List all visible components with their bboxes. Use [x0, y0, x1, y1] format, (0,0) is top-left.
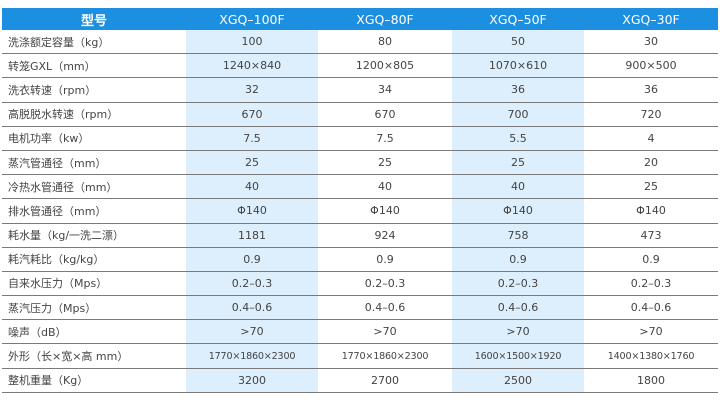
cell-value: 40	[186, 174, 318, 200]
row-label: 高脱脱水转速（rpm）	[2, 102, 186, 127]
cell-value: 0.9	[186, 247, 318, 272]
cell-value: 2500	[452, 368, 584, 393]
row-label: 蒸汽压力（Mps）	[2, 295, 186, 321]
cell-value: 0.2–0.3	[452, 271, 584, 297]
table-row: 外形（长×宽×高 mm） 1770×1860×2300 1770×1860×23…	[2, 343, 718, 369]
cell-value: 2700	[318, 368, 452, 393]
cell-value: 100	[186, 30, 318, 55]
cell-value: Φ140	[452, 198, 584, 224]
cell-value: 1770×1860×2300	[186, 343, 318, 369]
cell-value: 0.2–0.3	[584, 271, 718, 297]
cell-value: 25	[186, 150, 318, 176]
spec-table: 型号 XGQ–100F XGQ–80F XGQ–50F XGQ–30F 洗涤额定…	[2, 8, 718, 393]
cell-value: 720	[584, 102, 718, 127]
cell-value: 80	[318, 30, 452, 55]
cell-value: Φ140	[186, 198, 318, 224]
cell-value: 0.9	[452, 247, 584, 272]
cell-value: 7.5	[318, 126, 452, 151]
row-label: 冷热水管通径（mm）	[2, 174, 186, 200]
cell-value: 32	[186, 77, 318, 103]
cell-value: 1070×610	[452, 53, 584, 79]
cell-value: 40	[452, 174, 584, 200]
table-row: 排水管通径（mm） Φ140 Φ140 Φ140 Φ140	[2, 198, 718, 224]
row-label: 洗衣转速（rpm）	[2, 77, 186, 103]
header-row: 型号 XGQ–100F XGQ–80F XGQ–50F XGQ–30F	[2, 8, 718, 30]
cell-value: 20	[584, 150, 718, 176]
header-model-xgq-80f: XGQ–80F	[318, 8, 452, 30]
cell-value: 40	[318, 174, 452, 200]
table-row: 自来水压力（Mps） 0.2–0.3 0.2–0.3 0.2–0.3 0.2–0…	[2, 271, 718, 297]
table-row: 高脱脱水转速（rpm） 670 670 700 720	[2, 102, 718, 127]
row-label: 自来水压力（Mps）	[2, 271, 186, 297]
cell-value: >70	[186, 319, 318, 345]
table-row: 蒸汽管通径（mm） 25 25 25 20	[2, 150, 718, 176]
cell-value: 0.2–0.3	[318, 271, 452, 297]
cell-value: 1181	[186, 223, 318, 248]
table-row: 冷热水管通径（mm） 40 40 40 25	[2, 174, 718, 200]
cell-value: 0.4–0.6	[584, 295, 718, 321]
row-label: 排水管通径（mm）	[2, 198, 186, 224]
row-label: 整机重量（Kg）	[2, 368, 186, 393]
cell-value: 3200	[186, 368, 318, 393]
cell-value: 670	[318, 102, 452, 127]
table-row: 洗涤额定容量（kg） 100 80 50 30	[2, 30, 718, 55]
header-model-xgq-30f: XGQ–30F	[584, 8, 718, 30]
cell-value: 1800	[584, 368, 718, 393]
row-label: 噪声（dB）	[2, 319, 186, 345]
cell-value: 1770×1860×2300	[318, 343, 452, 369]
header-model-xgq-100f: XGQ–100F	[186, 8, 318, 30]
cell-value: 30	[584, 30, 718, 55]
cell-value: Φ140	[584, 198, 718, 224]
cell-value: 36	[584, 77, 718, 103]
table-row: 转笼GXL（mm） 1240×840 1200×805 1070×610 900…	[2, 53, 718, 79]
row-label: 洗涤额定容量（kg）	[2, 30, 186, 55]
row-label: 电机功率（kw）	[2, 126, 186, 151]
cell-value: 1200×805	[318, 53, 452, 79]
row-label: 外形（长×宽×高 mm）	[2, 343, 186, 369]
cell-value: 700	[452, 102, 584, 127]
table-row: 电机功率（kw） 7.5 7.5 5.5 4	[2, 126, 718, 151]
row-label: 蒸汽管通径（mm）	[2, 150, 186, 176]
cell-value: 25	[584, 174, 718, 200]
cell-value: 670	[186, 102, 318, 127]
cell-value: 0.9	[584, 247, 718, 272]
cell-value: >70	[584, 319, 718, 345]
table-row: 整机重量（Kg） 3200 2700 2500 1800	[2, 368, 718, 393]
row-label: 耗汽耗比（kg/kg）	[2, 247, 186, 272]
table-row: 耗水量（kg/一洗二漂） 1181 924 758 473	[2, 223, 718, 248]
cell-value: 1240×840	[186, 53, 318, 79]
row-label: 耗水量（kg/一洗二漂）	[2, 223, 186, 248]
cell-value: 25	[452, 150, 584, 176]
table-row: 耗汽耗比（kg/kg） 0.9 0.9 0.9 0.9	[2, 247, 718, 272]
cell-value: 924	[318, 223, 452, 248]
cell-value: 1600×1500×1920	[452, 343, 584, 369]
table-row: 噪声（dB） >70 >70 >70 >70	[2, 319, 718, 345]
cell-value: 7.5	[186, 126, 318, 151]
cell-value: 36	[452, 77, 584, 103]
cell-value: 900×500	[584, 53, 718, 79]
cell-value: 0.4–0.6	[452, 295, 584, 321]
table-row: 蒸汽压力（Mps） 0.4–0.6 0.4–0.6 0.4–0.6 0.4–0.…	[2, 295, 718, 321]
row-label: 转笼GXL（mm）	[2, 53, 186, 79]
cell-value: 0.4–0.6	[318, 295, 452, 321]
header-model-label: 型号	[2, 8, 186, 30]
cell-value: >70	[318, 319, 452, 345]
cell-value: 473	[584, 223, 718, 248]
cell-value: 25	[318, 150, 452, 176]
cell-value: 50	[452, 30, 584, 55]
header-model-xgq-50f: XGQ–50F	[452, 8, 584, 30]
cell-value: 0.9	[318, 247, 452, 272]
cell-value: 1400×1380×1760	[584, 343, 718, 369]
cell-value: >70	[452, 319, 584, 345]
cell-value: 4	[584, 126, 718, 151]
cell-value: 758	[452, 223, 584, 248]
cell-value: 0.4–0.6	[186, 295, 318, 321]
cell-value: Φ140	[318, 198, 452, 224]
cell-value: 0.2–0.3	[186, 271, 318, 297]
cell-value: 34	[318, 77, 452, 103]
table-row: 洗衣转速（rpm） 32 34 36 36	[2, 77, 718, 103]
cell-value: 5.5	[452, 126, 584, 151]
